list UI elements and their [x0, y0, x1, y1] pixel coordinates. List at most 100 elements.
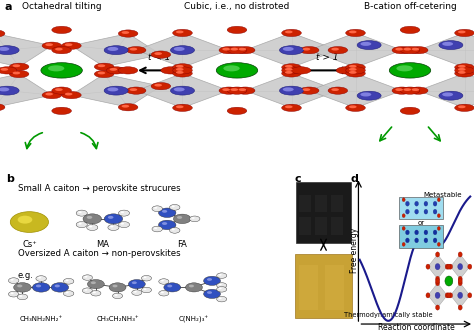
Circle shape [46, 43, 53, 46]
Circle shape [282, 70, 301, 77]
Circle shape [442, 42, 453, 46]
Circle shape [82, 275, 92, 280]
Circle shape [219, 288, 222, 290]
Circle shape [223, 65, 240, 71]
Circle shape [173, 70, 192, 77]
FancyBboxPatch shape [331, 195, 343, 212]
Text: Octahedral tilting: Octahedral tilting [22, 2, 101, 11]
Circle shape [173, 64, 192, 71]
Circle shape [108, 224, 119, 230]
Circle shape [402, 242, 405, 246]
Circle shape [10, 279, 14, 281]
Circle shape [170, 205, 180, 210]
Text: CH₃CH₂NH₃⁺: CH₃CH₂NH₃⁺ [96, 316, 139, 322]
Circle shape [400, 87, 420, 94]
Circle shape [468, 293, 472, 298]
Polygon shape [428, 254, 447, 279]
Circle shape [222, 48, 230, 50]
Circle shape [173, 104, 192, 112]
Circle shape [87, 224, 98, 230]
Polygon shape [451, 283, 470, 307]
FancyBboxPatch shape [299, 195, 311, 212]
Circle shape [424, 201, 428, 206]
Circle shape [238, 88, 246, 91]
Circle shape [161, 67, 181, 74]
Circle shape [300, 87, 319, 94]
Circle shape [455, 70, 474, 77]
Circle shape [176, 71, 183, 74]
Circle shape [0, 30, 5, 37]
Circle shape [173, 29, 192, 37]
Text: Reaction coordinate: Reaction coordinate [378, 323, 455, 332]
Circle shape [349, 65, 356, 68]
Circle shape [282, 104, 301, 112]
Circle shape [458, 68, 465, 71]
Circle shape [36, 285, 41, 288]
Circle shape [468, 264, 472, 269]
Text: Cs⁺: Cs⁺ [22, 240, 37, 249]
Polygon shape [136, 73, 229, 108]
Circle shape [302, 48, 310, 50]
FancyBboxPatch shape [296, 182, 351, 243]
Circle shape [435, 264, 440, 270]
Text: e.g.: e.g. [18, 272, 34, 281]
Circle shape [282, 29, 301, 37]
Circle shape [282, 64, 301, 71]
Circle shape [424, 238, 428, 243]
Circle shape [406, 238, 410, 243]
Circle shape [176, 31, 183, 33]
Circle shape [52, 107, 72, 115]
Circle shape [433, 201, 437, 206]
Circle shape [436, 276, 439, 282]
Circle shape [158, 208, 176, 217]
Text: a: a [5, 2, 12, 12]
Circle shape [128, 280, 145, 289]
Circle shape [406, 230, 410, 235]
Polygon shape [418, 33, 474, 67]
Circle shape [62, 42, 81, 49]
Circle shape [98, 72, 105, 74]
Text: c: c [295, 174, 301, 184]
Circle shape [436, 305, 439, 310]
Circle shape [154, 207, 157, 209]
Circle shape [458, 276, 462, 282]
Circle shape [458, 292, 463, 298]
Circle shape [104, 214, 123, 224]
Circle shape [458, 281, 462, 286]
Circle shape [400, 26, 420, 34]
FancyBboxPatch shape [325, 265, 344, 310]
Circle shape [48, 65, 64, 71]
Circle shape [285, 68, 292, 71]
Circle shape [12, 72, 20, 74]
Circle shape [112, 293, 123, 298]
Circle shape [118, 210, 129, 216]
Circle shape [392, 46, 411, 54]
Circle shape [219, 274, 222, 276]
Circle shape [65, 280, 69, 281]
Polygon shape [418, 73, 474, 108]
Circle shape [0, 67, 17, 74]
Polygon shape [136, 33, 229, 67]
Circle shape [448, 264, 453, 269]
Circle shape [395, 88, 403, 91]
Circle shape [87, 216, 92, 219]
Circle shape [154, 227, 157, 229]
Text: B-cation off-cetering: B-cation off-cetering [364, 2, 456, 11]
Circle shape [0, 87, 9, 91]
Circle shape [121, 223, 124, 224]
Circle shape [17, 285, 22, 288]
Circle shape [89, 226, 92, 227]
Text: Free energy: Free energy [350, 228, 359, 273]
Polygon shape [72, 34, 161, 67]
Circle shape [217, 287, 227, 292]
Circle shape [400, 107, 420, 115]
Circle shape [217, 296, 227, 302]
Text: b: b [6, 174, 14, 184]
Circle shape [458, 252, 462, 257]
Circle shape [55, 88, 63, 91]
Circle shape [445, 293, 449, 298]
Circle shape [406, 209, 410, 214]
Circle shape [439, 41, 463, 49]
Circle shape [433, 209, 437, 214]
Circle shape [127, 87, 146, 94]
